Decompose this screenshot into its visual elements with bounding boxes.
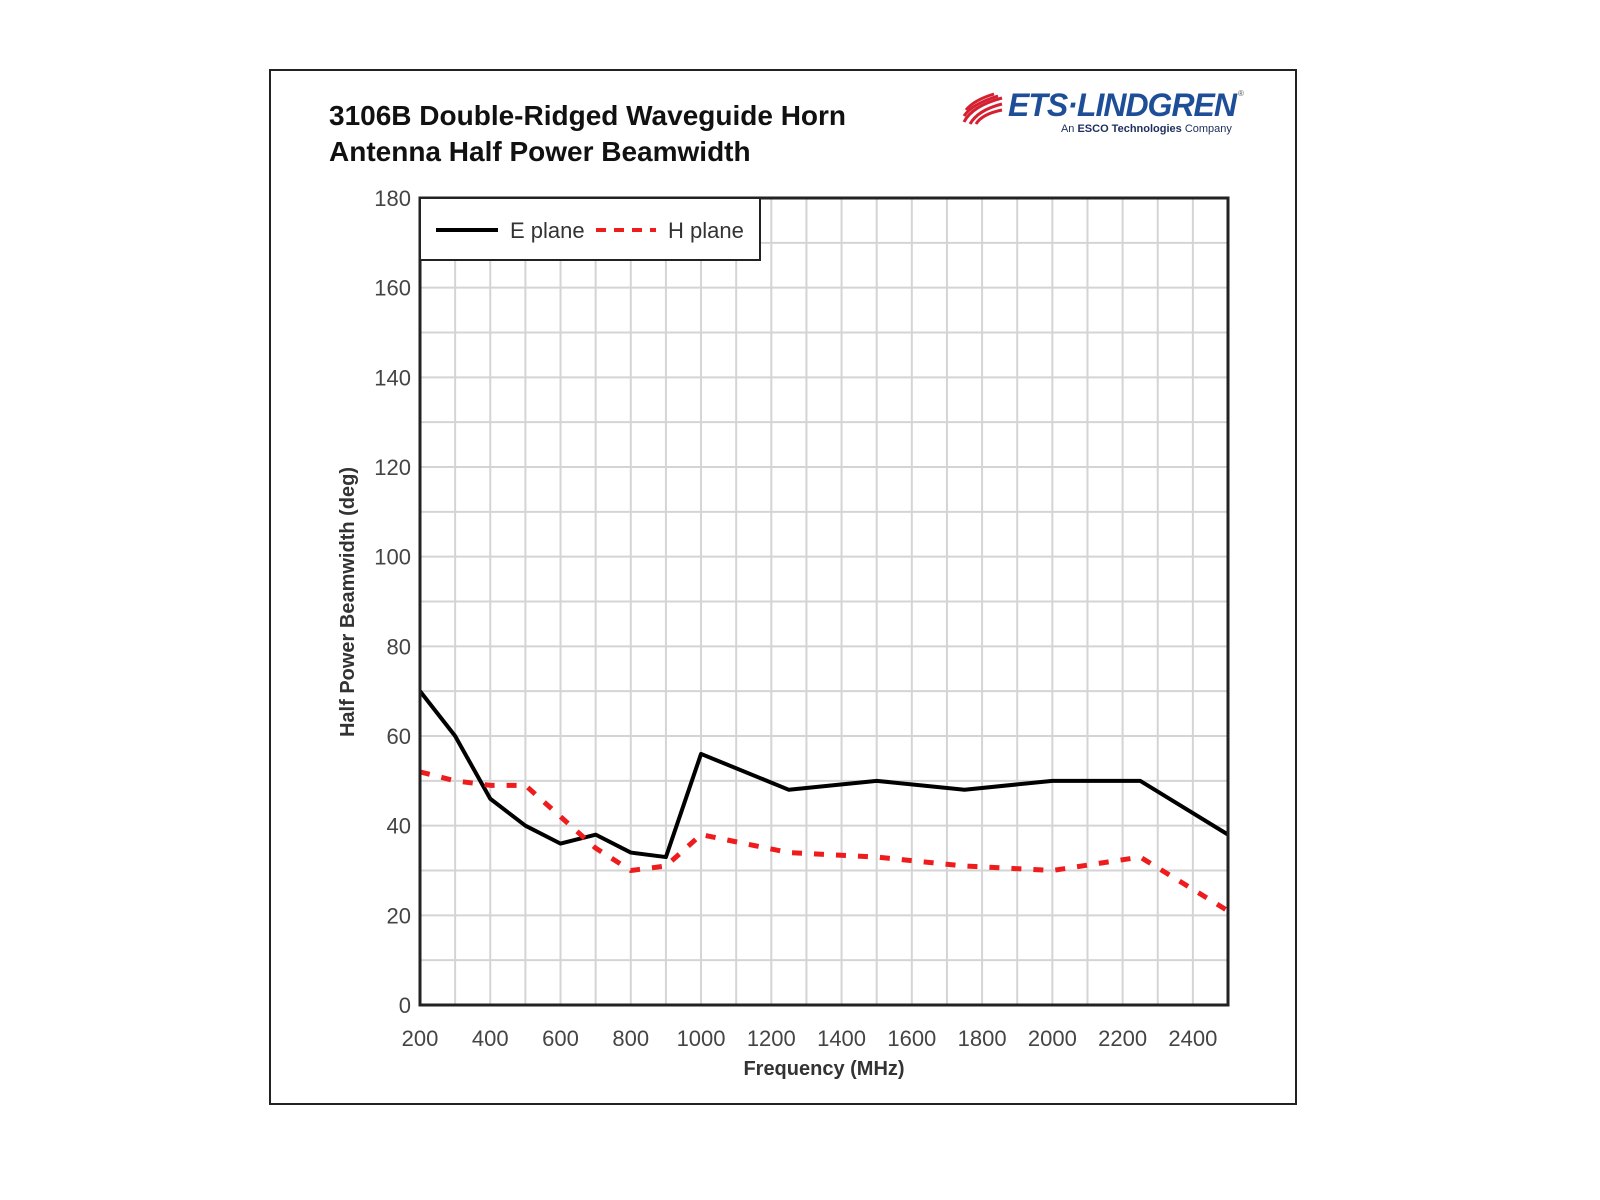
y-tick-label: 100 [374,545,411,570]
x-tick-label: 200 [402,1026,439,1051]
tick-labels: 200 400 600 800 1000 1200 1400 1600 1800 2000 2200… [374,186,1217,1051]
y-axis-label: Half Power Beamwidth (deg) [337,467,359,737]
x-tick-label: 1000 [677,1026,726,1051]
y-tick-label: 160 [374,276,411,301]
plot-border [418,196,1230,1007]
logo-waves-icon [962,92,1003,125]
legend-h-plane-label: H plane [668,218,744,243]
y-tick-label: 20 [387,903,411,928]
x-axis-label: Frequency (MHz) [743,1058,904,1080]
ets-lindgren-logo: ETS·LINDGREN ® An ESCO Technologies Compa… [962,88,1244,136]
x-tick-label: 1200 [747,1026,796,1051]
logo-brand-text: ETS·LINDGREN [1008,87,1237,123]
x-tick-label: 1400 [817,1026,866,1051]
series-line-e-plane [418,689,1230,860]
grid [420,198,1228,1005]
logo-text: ETS·LINDGREN ® An ESCO Technologies Compa… [1008,88,1244,136]
title-line-2: Antenna Half Power Beamwidth [329,136,751,167]
y-tick-label: 0 [399,993,411,1018]
legend-e-plane-label: E plane [510,218,585,243]
x-tick-label: 2000 [1028,1026,1077,1051]
x-tick-label: 2200 [1098,1026,1147,1051]
x-tick-label: 600 [542,1026,579,1051]
y-tick-label: 140 [374,365,411,390]
series-line-h-plane [419,769,1230,913]
logo-registered: ® [1238,89,1244,98]
x-tick-label: 1600 [887,1026,936,1051]
logo-sub-bold: ESCO Technologies [1077,123,1182,135]
y-tick-label: 80 [387,634,411,659]
logo-subtitle: An ESCO Technologies Company [1061,122,1232,136]
y-tick-label: 120 [374,455,411,480]
x-tick-label: 1800 [958,1026,1007,1051]
x-tick-label: 2400 [1168,1026,1217,1051]
x-tick-label: 400 [472,1026,509,1051]
x-tick-label: 800 [612,1026,649,1051]
y-tick-label: 60 [387,724,411,749]
legend: E plane H plane [419,197,761,261]
y-tick-label: 180 [374,186,411,211]
logo-sub-prefix: An [1060,123,1078,135]
title-line-1: 3106B Double-Ridged Waveguide Horn [329,100,847,131]
logo-sub-suffix: Company [1181,123,1232,135]
figure-frame [269,69,1297,1105]
chart-title: 3106B Double-Ridged Waveguide Horn Anten… [329,98,846,170]
logo-brand-row: ETS·LINDGREN ® [1008,88,1244,122]
series-lines [418,689,1230,913]
y-tick-label: 40 [387,814,411,839]
